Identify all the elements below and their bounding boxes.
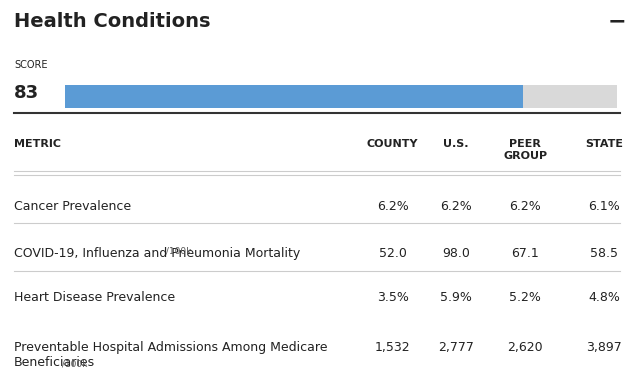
- Text: 3,897: 3,897: [586, 341, 622, 354]
- Text: 2,777: 2,777: [438, 341, 474, 354]
- Text: 6.2%: 6.2%: [440, 200, 472, 213]
- Text: Heart Disease Prevalence: Heart Disease Prevalence: [14, 291, 175, 304]
- Text: SCORE: SCORE: [14, 60, 48, 70]
- Text: 98.0: 98.0: [442, 247, 470, 260]
- Text: 1,532: 1,532: [375, 341, 411, 354]
- Text: Health Conditions: Health Conditions: [14, 12, 210, 31]
- Text: Preventable Hospital Admissions Among Medicare
Beneficiaries: Preventable Hospital Admissions Among Me…: [14, 341, 328, 369]
- Text: /100k: /100k: [59, 360, 87, 369]
- Text: 4.8%: 4.8%: [588, 291, 620, 304]
- Text: U.S.: U.S.: [443, 139, 469, 149]
- Text: 52.0: 52.0: [378, 247, 406, 260]
- Text: 3.5%: 3.5%: [377, 291, 409, 304]
- Text: PEER
GROUP: PEER GROUP: [503, 139, 547, 161]
- Text: STATE: STATE: [585, 139, 623, 149]
- Text: /100k: /100k: [164, 247, 191, 256]
- Text: 5.9%: 5.9%: [440, 291, 472, 304]
- Text: 5.2%: 5.2%: [509, 291, 541, 304]
- Text: COVID-19, Influenza and Pneumonia Mortality: COVID-19, Influenza and Pneumonia Mortal…: [14, 247, 301, 260]
- Text: 67.1: 67.1: [512, 247, 539, 260]
- Text: 6.1%: 6.1%: [588, 200, 620, 213]
- Text: 2,620: 2,620: [507, 341, 543, 354]
- Text: 6.2%: 6.2%: [377, 200, 409, 213]
- Text: METRIC: METRIC: [14, 139, 61, 149]
- Text: 83: 83: [14, 84, 39, 102]
- Text: 6.2%: 6.2%: [510, 200, 541, 213]
- Text: Cancer Prevalence: Cancer Prevalence: [14, 200, 131, 213]
- Text: COUNTY: COUNTY: [367, 139, 418, 149]
- FancyBboxPatch shape: [65, 85, 617, 108]
- Text: −: −: [607, 12, 626, 32]
- Text: 58.5: 58.5: [590, 247, 618, 260]
- FancyBboxPatch shape: [65, 85, 523, 108]
